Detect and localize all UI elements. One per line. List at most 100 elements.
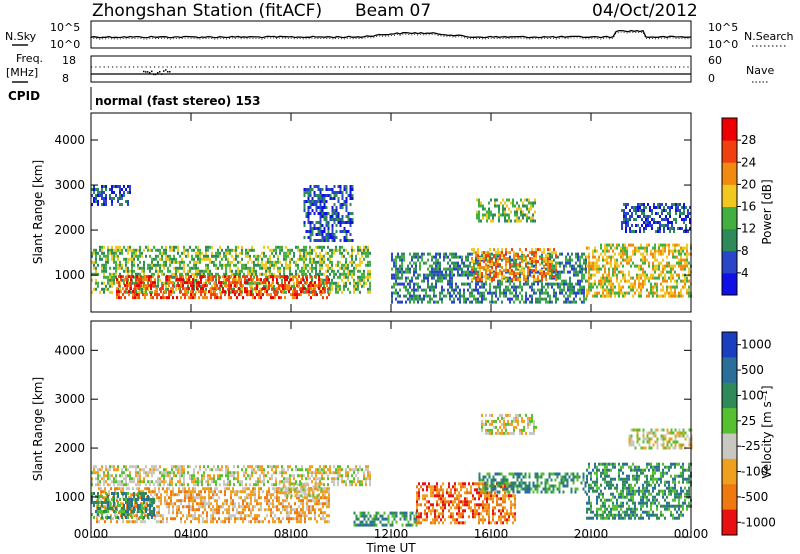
echo-cell (103, 251, 105, 255)
echo-cell (333, 236, 336, 239)
echo-cell (144, 505, 146, 509)
echo-cell (168, 284, 170, 288)
echo-cell (287, 266, 289, 270)
echo-cell (650, 291, 652, 295)
echo-cell (301, 257, 303, 261)
echo-cell (216, 287, 218, 291)
echo-cell (509, 291, 511, 295)
echo-cell (208, 278, 210, 282)
echo-cell (314, 293, 316, 297)
echo-cell (585, 258, 587, 262)
echo-cell (247, 465, 249, 469)
echo-cell (303, 257, 305, 261)
echo-cell (553, 294, 555, 298)
echo-cell (509, 297, 511, 301)
echo-cell (176, 514, 178, 518)
echo-cell (435, 282, 437, 286)
echo-cell (471, 294, 473, 298)
echo-cell (249, 272, 251, 276)
echo-cell (103, 474, 105, 478)
echo-cell (517, 254, 519, 258)
echo-cell (307, 197, 310, 200)
echo-cell (205, 468, 207, 472)
nave-dip-dot (163, 70, 165, 72)
echo-cell (319, 239, 322, 242)
echo-cell (127, 203, 129, 206)
echo-cell (317, 239, 320, 242)
echo-cell (341, 278, 343, 282)
echo-cell (119, 203, 121, 206)
echo-cell (179, 474, 181, 478)
echo-cell (687, 230, 689, 233)
echo-cell (628, 255, 630, 259)
echo-cell (435, 300, 437, 304)
echo-cell (157, 281, 159, 285)
echo-cell (325, 212, 328, 215)
echo-cell (178, 499, 180, 503)
echo-cell (315, 233, 318, 236)
echo-cell (129, 257, 131, 261)
echo-cell (249, 248, 251, 252)
echo-cell (636, 273, 638, 277)
echo-cell (598, 270, 600, 274)
echo-cell (234, 284, 236, 288)
echo-cell (227, 245, 229, 249)
echo-cell (263, 272, 265, 276)
echo-cell (122, 496, 124, 500)
echo-cell (643, 221, 645, 224)
echo-cell (571, 288, 573, 292)
echo-cell (229, 480, 231, 484)
echo-cell (176, 493, 178, 497)
echo-cell (297, 474, 299, 478)
echo-cell (293, 251, 295, 255)
echo-cell (214, 281, 216, 285)
echo-cell (658, 243, 660, 247)
echo-cell (321, 224, 324, 227)
echo-cell (531, 264, 533, 268)
echo-cell (571, 300, 573, 304)
echo-cell (267, 480, 269, 484)
echo-cell (349, 188, 352, 191)
echo-cell (501, 278, 503, 282)
echo-cell (674, 294, 676, 298)
echo-cell (513, 285, 515, 289)
echo-cell (409, 279, 411, 283)
echo-cell (671, 221, 673, 224)
echo-cell (604, 243, 606, 247)
y-tick-label: 1000 (54, 268, 85, 282)
echo-cell (133, 480, 135, 484)
echo-cell (275, 477, 277, 481)
echo-cell (535, 300, 537, 304)
echo-cell (324, 287, 326, 291)
echo-cell (100, 487, 102, 491)
echo-cell (314, 290, 316, 294)
echo-cell (583, 294, 585, 298)
echo-cell (97, 188, 99, 191)
echo-cell (353, 468, 355, 472)
echo-cell (498, 219, 500, 223)
echo-cell (270, 293, 272, 297)
echo-cell (221, 465, 223, 469)
echo-cell (274, 290, 276, 294)
echo-cell (308, 290, 310, 294)
echo-cell (310, 281, 312, 285)
echo-cell (401, 252, 403, 256)
echo-cell (326, 278, 328, 282)
echo-cell (113, 275, 115, 279)
echo-cell (507, 276, 509, 280)
echo-cell (359, 269, 361, 273)
echo-cell (551, 269, 553, 273)
echo-cell (549, 266, 551, 270)
echo-cell (187, 465, 189, 469)
echo-cell (647, 224, 649, 227)
echo-cell (140, 278, 142, 282)
echo-cell (168, 296, 170, 300)
echo-cell (680, 258, 682, 262)
echo-cell (343, 200, 346, 203)
echo-cell (323, 218, 326, 221)
echo-cell (688, 261, 690, 265)
echo-cell (491, 300, 493, 304)
echo-cell (627, 218, 629, 221)
echo-cell (305, 272, 307, 276)
echo-cell (504, 201, 506, 205)
